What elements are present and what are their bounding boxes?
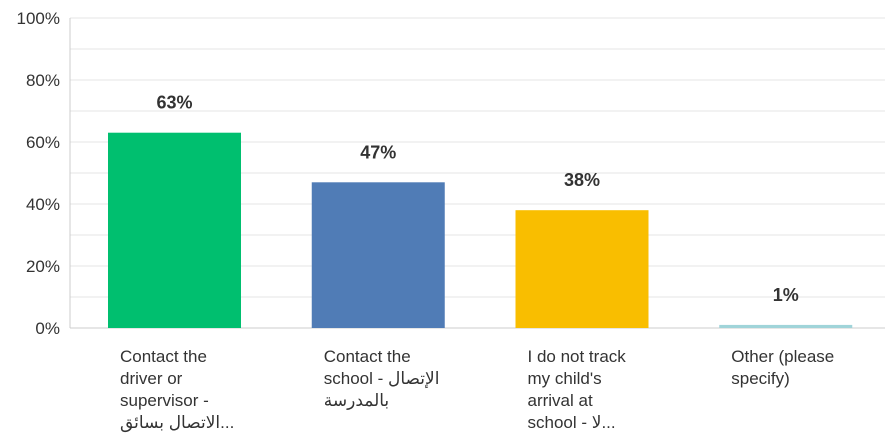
data-label: 1%: [773, 285, 799, 305]
y-tick-label: 0%: [35, 319, 60, 338]
x-category-label: Other (please specify): [731, 347, 835, 388]
y-axis-ticks: 0% 20% 40% 60% 80% 100%: [17, 9, 60, 338]
x-category-label: I do not track my child's arrival at sch…: [527, 347, 626, 432]
data-labels: 63% 47% 38% 1%: [156, 93, 798, 305]
y-tick-label: 80%: [26, 71, 60, 90]
y-tick-label: 40%: [26, 195, 60, 214]
bars: [108, 132, 853, 328]
bar[interactable]: [719, 324, 853, 328]
data-label: 63%: [156, 93, 192, 113]
y-tick-label: 100%: [17, 9, 60, 28]
x-category-label: Contact the driver or supervisor - الاتص…: [120, 347, 235, 432]
bar[interactable]: [515, 210, 649, 328]
y-tick-label: 60%: [26, 133, 60, 152]
bar[interactable]: [108, 132, 241, 328]
bar[interactable]: [311, 182, 445, 328]
y-tick-label: 20%: [26, 257, 60, 276]
data-label: 38%: [564, 170, 600, 190]
x-category-label: Contact the school - الإتصال بالمدرسة: [323, 347, 440, 410]
data-label: 47%: [360, 142, 396, 162]
